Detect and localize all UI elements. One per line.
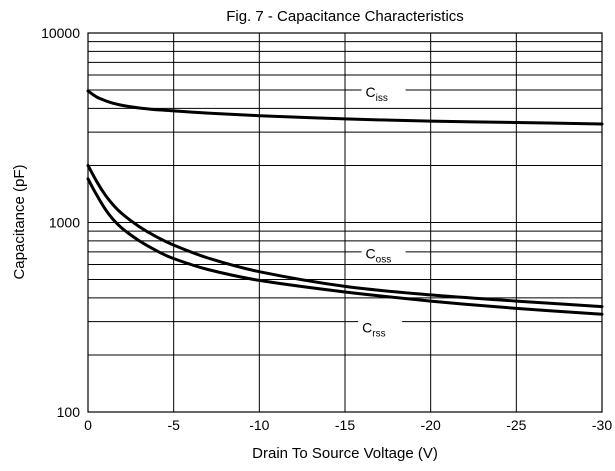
y-tick-label: 1000: [49, 215, 80, 231]
chart-title: Fig. 7 - Capacitance Characteristics: [226, 8, 464, 25]
curve-label-backing: [358, 317, 403, 338]
tick-labels: 0 -5 -10 -15 -20 -25 -30 100 1000 10000: [41, 25, 612, 433]
curve-label-backing: [361, 82, 406, 103]
x-tick-label: 0: [84, 417, 92, 433]
series-line-ciss: [86, 89, 604, 126]
curve-label-crss: Crss: [362, 319, 385, 339]
curve-label-ciss: Ciss: [366, 84, 388, 104]
series-line-coss: [86, 164, 604, 309]
curve-label-coss: Coss: [366, 246, 392, 266]
grid: [87, 33, 603, 413]
x-tick-label: -20: [421, 417, 441, 433]
curve-labels: Ciss Coss Crss: [358, 82, 406, 339]
x-tick-label: -15: [335, 417, 355, 433]
curves: [86, 89, 604, 316]
curve-label-backing: [361, 243, 406, 264]
x-tick-label: -30: [592, 417, 612, 433]
series-line-crss: [86, 177, 604, 316]
x-tick-label: -5: [167, 417, 180, 433]
x-axis-label: Drain To Source Voltage (V): [252, 445, 438, 462]
plot-frame: [87, 32, 603, 413]
y-tick-label: 100: [57, 404, 81, 420]
y-axis-label: Capacitance (pF): [11, 164, 28, 279]
x-tick-label: -10: [249, 417, 269, 433]
x-tick-label: -25: [506, 417, 526, 433]
y-tick-label: 10000: [41, 25, 80, 41]
